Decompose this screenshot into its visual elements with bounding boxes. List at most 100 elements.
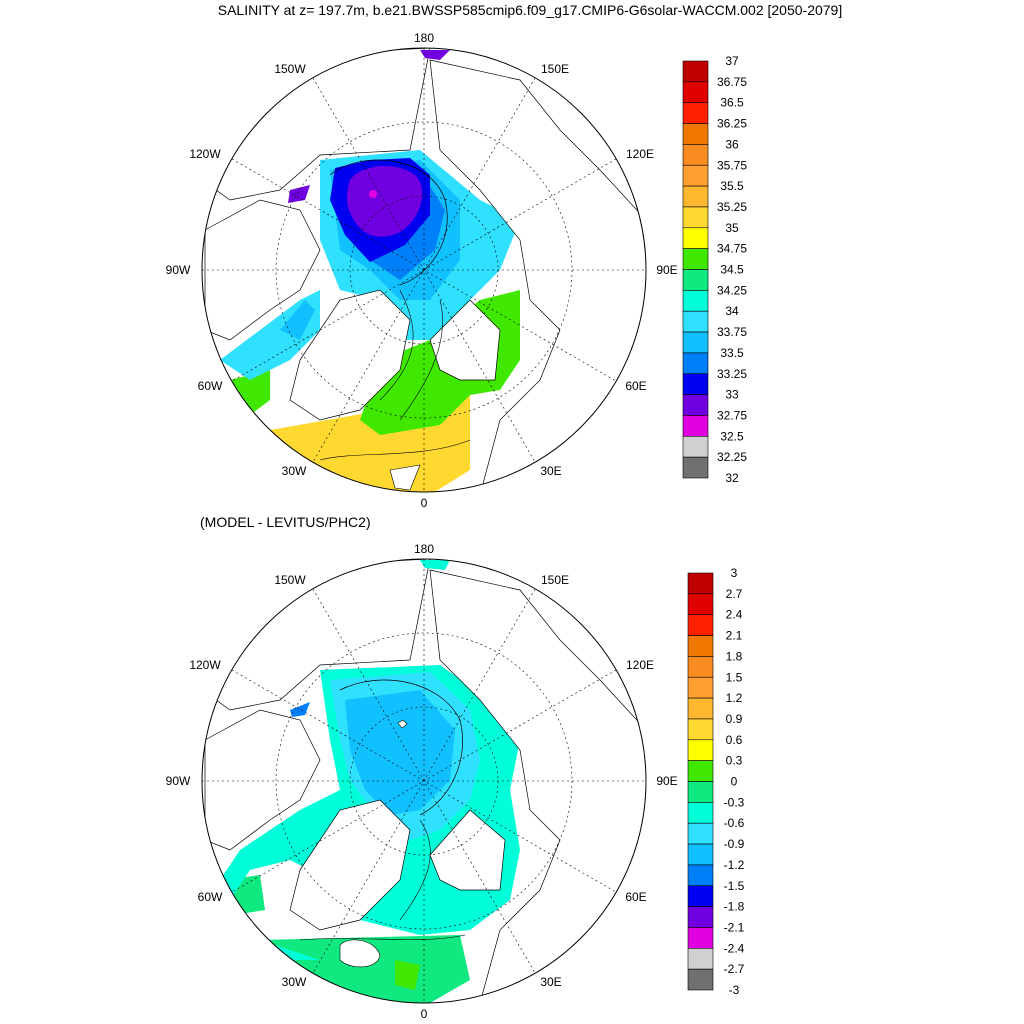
colorbar-tick-label: -2.7 [724,962,745,976]
colorbar-swatch [687,927,714,949]
colorbar-tick-label: -1.2 [724,858,745,872]
colorbar-tick-label: -3 [729,983,740,997]
colorbar-tick-label: 2.7 [726,587,743,601]
lon-label: 90W [166,774,191,788]
colorbar-tick-label: 0 [731,775,738,789]
colorbar-swatch [682,331,709,354]
lon-label: 60E [625,890,646,904]
colorbar-swatch [687,697,714,720]
colorbar-tick-label: -0.6 [724,816,745,830]
colorbar-swatch [682,81,709,103]
colorbar-swatch [687,906,714,928]
lon-label: 180 [414,542,434,556]
lon-label: 90W [166,263,191,277]
lon-label: 150E [541,573,569,587]
colorbar-tick-label: 35.75 [717,158,747,172]
salinity-map: 180 150W 150E 120W 120E 90W 90E 60W 60E … [166,31,678,510]
colorbar-swatch [687,676,714,699]
colorbar-tick-label: -1.8 [724,900,745,914]
lon-label: 30E [540,464,561,478]
colorbar-tick-label: -1.5 [724,879,745,893]
colorbar-tick-label: 32.75 [717,408,747,422]
colorbar-tick-label: 35 [725,221,739,235]
colorbar-swatch [687,781,714,803]
colorbar-swatch [687,822,714,845]
lon-label: 0 [421,1007,428,1021]
colorbar-swatch [687,802,714,824]
lon-label: 0 [421,496,428,510]
colorbar-swatch [682,415,709,437]
colorbar-tick-label: 32.25 [717,450,747,464]
graticule [202,48,646,492]
colorbar-tick-label: 0.6 [726,733,743,747]
colorbar-tick-label: -2.4 [724,941,745,955]
colorbar-tick-label: 35.5 [720,179,744,193]
graticule [202,559,646,1003]
colorbar-swatch [687,760,714,782]
colorbar-swatch [687,968,714,991]
colorbar-swatch [682,164,709,187]
colorbar-tick-label: -2.1 [724,920,745,934]
colorbar-tick-label: 1.5 [726,670,743,684]
colorbar-swatch [687,593,714,615]
colorbar-swatch [687,635,714,657]
lon-label: 60W [198,379,223,393]
map-frame [201,558,647,1004]
colorbar-swatch [682,290,709,312]
lon-label: 60E [625,379,646,393]
lon-label: 30E [540,975,561,989]
colorbar-swatch [682,373,709,395]
colorbar-swatch [687,843,714,866]
colorbar-swatch [682,123,709,145]
lon-label: 150E [541,62,569,76]
lon-label: 150W [274,62,306,76]
colorbar-tick-label: 34.75 [717,242,747,256]
colorbar-tick-label: 0.3 [726,754,743,768]
lon-label: 60W [198,890,223,904]
colorbar-swatch [682,394,709,416]
colorbar-tick-label: 36 [725,137,739,151]
colorbar-tick-label: 36.5 [720,96,744,110]
lon-label: 120E [626,147,654,161]
lon-label: 90E [656,263,677,277]
colorbar-tick-label: 1.2 [726,691,743,705]
colorbar-swatch [687,614,714,636]
lon-label: 30W [282,975,307,989]
colorbar-tick-label: 33.5 [720,346,744,360]
colorbar-tick-label: 0.9 [726,712,743,726]
colorbar-tick-label: 35.25 [717,200,747,214]
colorbar-tick-label: 36.75 [717,75,747,89]
colorbar-tick-label: 3 [731,566,738,580]
colorbar-swatch [682,456,709,479]
colorbar-tick-label: 33.75 [717,325,747,339]
lon-label: 120E [626,658,654,672]
colorbar-tick-label: -0.3 [724,795,745,809]
colorbar-tick-label: 34 [725,304,739,318]
colorbar-swatch [682,227,709,249]
difference-subtitle: (MODEL - LEVITUS/PHC2) [200,514,371,530]
colorbar-tick-label: 1.8 [726,649,743,663]
colorbar-swatch [687,864,714,887]
colorbar-swatch [687,718,714,741]
colorbar-tick-label: 33 [725,388,739,402]
colorbar-tick-label: 32 [725,471,739,485]
lon-label: 90E [656,774,677,788]
colorbar-swatch [682,310,709,333]
lon-label: 120W [189,658,221,672]
difference-colorbar: 3 2.7 2.4 2.1 1.8 1.5 1.2 0.9 0.6 0.3 0 -0.3 -0.6 -0.… [687,566,745,997]
colorbar-swatch [682,352,709,375]
colorbar-tick-label: -0.9 [724,837,745,851]
lon-label: 150W [274,573,306,587]
colorbar-swatch [682,102,709,124]
colorbar-tick-label: 36.25 [717,117,747,131]
colorbar-swatch [682,206,709,229]
lon-label: 120W [189,147,221,161]
colorbar-swatch [682,248,709,270]
salinity-colorbar: 37 36.75 36.5 36.25 36 35.75 35.5 35.25 35 34.75 3… [682,54,747,485]
colorbar-swatch [687,572,714,595]
colorbar-swatch [687,885,714,907]
colorbar-tick-label: 2.1 [726,629,743,643]
figure-title: SALINITY at z= 197.7m, b.e21.BWSSP585cmi… [217,2,843,18]
colorbar-tick-label: 34.25 [717,283,747,297]
